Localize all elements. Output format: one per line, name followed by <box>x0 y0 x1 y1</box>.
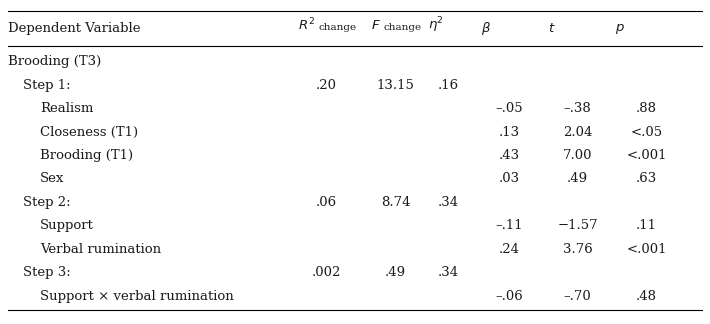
Text: .88: .88 <box>636 102 657 115</box>
Text: Brooding (T3): Brooding (T3) <box>9 55 102 68</box>
Text: Sex: Sex <box>40 172 65 185</box>
Text: $\eta^2$: $\eta^2$ <box>428 16 444 35</box>
Text: .03: .03 <box>498 172 520 185</box>
Text: −1.57: −1.57 <box>557 219 598 232</box>
Text: .24: .24 <box>498 243 519 256</box>
Text: –.05: –.05 <box>495 102 523 115</box>
Text: –.11: –.11 <box>495 219 523 232</box>
Text: Closeness (T1): Closeness (T1) <box>40 125 138 138</box>
Text: $\beta$: $\beta$ <box>481 20 491 37</box>
Text: .16: .16 <box>438 79 459 92</box>
Text: –.38: –.38 <box>564 102 591 115</box>
Text: $F$: $F$ <box>371 19 381 32</box>
Text: Step 3:: Step 3: <box>23 266 70 279</box>
Text: Support: Support <box>40 219 94 232</box>
Text: $p$: $p$ <box>616 22 625 36</box>
Text: Verbal rumination: Verbal rumination <box>40 243 161 256</box>
Text: .49: .49 <box>385 266 406 279</box>
Text: –.70: –.70 <box>564 290 591 303</box>
Text: change: change <box>318 23 356 31</box>
Text: .49: .49 <box>567 172 589 185</box>
Text: 2.04: 2.04 <box>563 125 592 138</box>
Text: 8.74: 8.74 <box>381 196 410 209</box>
Text: <.001: <.001 <box>626 149 667 162</box>
Text: <.001: <.001 <box>626 243 667 256</box>
Text: $t$: $t$ <box>548 22 556 35</box>
Text: Support × verbal rumination: Support × verbal rumination <box>40 290 234 303</box>
Text: .13: .13 <box>498 125 520 138</box>
Text: .48: .48 <box>636 290 657 303</box>
Text: .20: .20 <box>316 79 337 92</box>
Text: –.06: –.06 <box>495 290 523 303</box>
Text: Dependent Variable: Dependent Variable <box>9 22 141 35</box>
Text: 13.15: 13.15 <box>377 79 415 92</box>
Text: Step 1:: Step 1: <box>23 79 70 92</box>
Text: .06: .06 <box>316 196 337 209</box>
Text: .002: .002 <box>312 266 342 279</box>
Text: .43: .43 <box>498 149 520 162</box>
Text: Realism: Realism <box>40 102 94 115</box>
Text: .34: .34 <box>438 266 459 279</box>
Text: change: change <box>384 23 422 31</box>
Text: Brooding (T1): Brooding (T1) <box>40 149 133 162</box>
Text: 3.76: 3.76 <box>563 243 593 256</box>
Text: 7.00: 7.00 <box>563 149 593 162</box>
Text: .63: .63 <box>636 172 657 185</box>
Text: .34: .34 <box>438 196 459 209</box>
Text: .11: .11 <box>636 219 657 232</box>
Text: $R^2$: $R^2$ <box>298 17 315 34</box>
Text: <.05: <.05 <box>630 125 663 138</box>
Text: Step 2:: Step 2: <box>23 196 70 209</box>
